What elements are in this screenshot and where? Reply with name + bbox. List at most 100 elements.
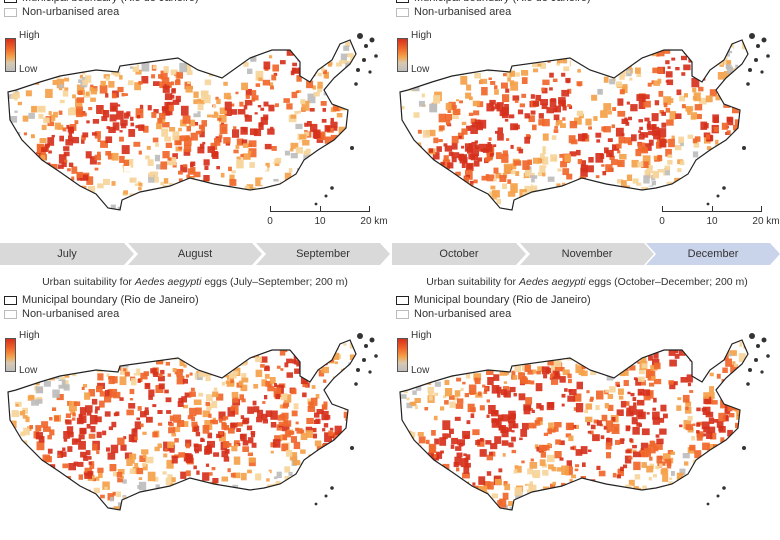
suitability-cell: [642, 155, 651, 166]
island: [356, 68, 360, 72]
suitability-cell: [453, 396, 459, 401]
suitability-cell: [31, 483, 39, 492]
island: [754, 358, 758, 362]
suitability-cell: [346, 182, 355, 193]
suitability-cell: [498, 426, 502, 430]
suitability-cell: [665, 71, 673, 78]
suitability-cell: [640, 442, 649, 450]
suitability-cell: [172, 493, 177, 497]
suitability-cell: [147, 159, 154, 166]
suitability-cell: [527, 369, 534, 375]
suitability-cell: [313, 196, 319, 200]
suitability-cell: [727, 503, 732, 508]
suitability-cell: [512, 95, 520, 101]
suitability-cell: [553, 129, 559, 133]
suitability-cell: [543, 499, 550, 505]
suitability-cell: [470, 125, 478, 134]
suitability-cell: [498, 468, 503, 473]
suitability-cell: [425, 92, 431, 97]
suitability-cell: [134, 463, 139, 468]
suitability-cell: [185, 439, 192, 447]
suitability-cell: [68, 431, 74, 438]
suitability-cell: [285, 450, 293, 457]
suitability-cell: [315, 418, 321, 424]
suitability-cell: [297, 478, 302, 482]
suitability-cell: [54, 364, 61, 373]
suitability-cell: [479, 201, 487, 208]
suitability-cell: [169, 127, 176, 132]
suitability-cell: [730, 167, 738, 175]
suitability-cell: [650, 376, 656, 380]
suitability-cell: [506, 344, 515, 352]
suitability-cell: [468, 112, 474, 116]
suitability-cell: [291, 410, 298, 417]
suitability-cell: [641, 462, 647, 468]
suitability-cell: [53, 45, 59, 53]
suitability-cell: [224, 60, 229, 66]
suitability-cell: [313, 433, 317, 439]
suitability-cell: [284, 491, 292, 498]
suitability-cell: [617, 47, 624, 56]
suitability-cell: [19, 205, 26, 210]
suitability-cell: [289, 452, 298, 461]
suitability-cell: [406, 377, 411, 384]
suitability-cell: [738, 506, 743, 510]
suitability-cell: [744, 92, 748, 102]
suitability-cell: [697, 178, 703, 184]
suitability-cell: [11, 497, 18, 503]
suitability-cell: [417, 432, 424, 437]
suitability-cell: [575, 344, 583, 351]
suitability-cell: [485, 174, 489, 178]
suitability-cell: [204, 79, 212, 86]
suitability-cell: [324, 459, 331, 466]
suitability-cell: [9, 455, 16, 462]
suitability-cell: [95, 198, 101, 205]
suitability-cell: [655, 434, 660, 438]
suitability-cell: [624, 357, 630, 363]
suitability-cell: [150, 368, 157, 374]
suitability-cell: [76, 171, 83, 178]
suitability-cell: [153, 81, 160, 86]
suitability-cell: [346, 169, 350, 173]
suitability-cell: [162, 471, 167, 475]
suitability-cell: [265, 380, 272, 387]
suitability-cell: [415, 59, 420, 65]
suitability-cell: [210, 498, 219, 509]
suitability-cell: [316, 177, 322, 185]
suitability-cell: [696, 422, 701, 427]
suitability-cell: [652, 67, 658, 74]
suitability-cell: [403, 72, 408, 78]
suitability-cell: [164, 102, 171, 108]
suitability-cell: [434, 357, 441, 364]
suitability-cell: [169, 415, 175, 422]
suitability-cell: [408, 437, 413, 443]
suitability-cell: [74, 120, 79, 125]
suitability-cell: [542, 469, 549, 476]
suitability-cell: [565, 77, 571, 83]
suitability-cell: [77, 461, 84, 467]
suitability-cell: [314, 440, 322, 447]
suitability-cell: [735, 64, 739, 68]
suitability-cell: [596, 420, 602, 426]
suitability-cell: [32, 184, 38, 191]
suitability-cell: [522, 43, 529, 48]
suitability-cell: [297, 45, 302, 50]
suitability-cell: [169, 447, 175, 453]
suitability-cell: [211, 400, 218, 409]
suitability-cell: [619, 69, 626, 77]
suitability-cell: [471, 122, 478, 128]
suitability-cell: [21, 376, 27, 383]
suitability-cell: [663, 413, 668, 419]
suitability-cell: [439, 125, 445, 131]
suitability-cell: [337, 375, 343, 381]
suitability-cell: [250, 497, 259, 505]
suitability-cell: [261, 496, 266, 501]
suitability-cell: [137, 348, 143, 353]
suitability-cell: [470, 154, 479, 161]
suitability-cell: [232, 397, 239, 403]
suitability-cell: [266, 189, 271, 196]
suitability-cell: [312, 353, 319, 359]
suitability-cell: [245, 498, 252, 504]
suitability-cell: [102, 509, 111, 510]
suitability-cell: [57, 46, 64, 54]
